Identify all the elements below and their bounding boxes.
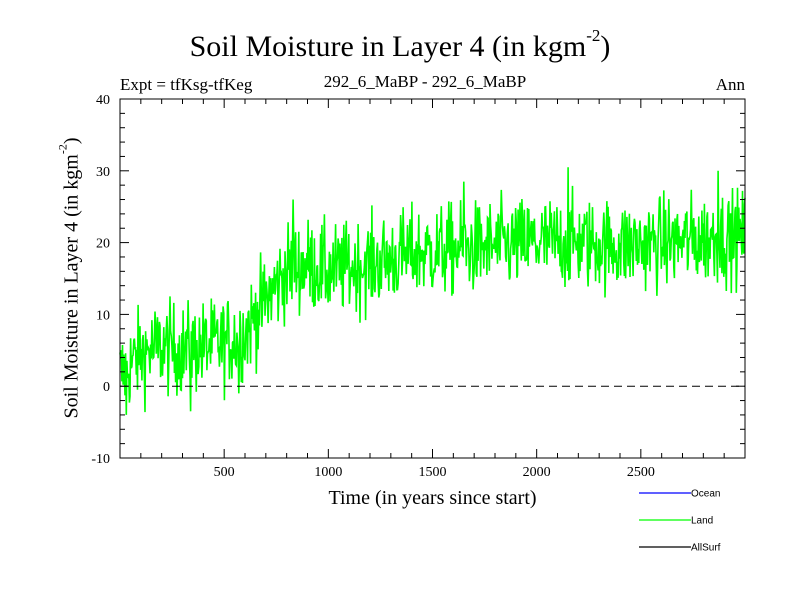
y-tick-label: 30 <box>96 165 110 180</box>
y-tick-label: 40 <box>96 93 110 108</box>
x-tick-label: 2000 <box>523 465 551 480</box>
land-series-line <box>119 167 746 415</box>
y-tick-label: -10 <box>91 452 110 467</box>
x-tick-label: 1000 <box>314 465 342 480</box>
x-tick-label: 1500 <box>419 465 447 480</box>
y-tick-label: 20 <box>96 237 110 252</box>
y-tick-label: 10 <box>96 308 110 323</box>
x-tick-label: 2500 <box>627 465 655 480</box>
run-label: 292_6_MaBP - 292_6_MaBP <box>323 72 527 91</box>
season-label: Ann <box>715 75 745 94</box>
x-tick-label: 500 <box>214 465 235 480</box>
legend-label-ocean: Ocean <box>691 489 720 500</box>
experiment-label: Expt = tfKsg-tfKeg <box>120 75 253 94</box>
x-axis-label: Time (in years since start) <box>328 487 537 509</box>
legend-label-land: Land <box>691 516 713 527</box>
chart-title: Soil Moisture in Layer 4 (in kgm-2) <box>189 26 611 63</box>
legend-label-allsurf: AllSurf <box>691 543 721 554</box>
y-tick-label: 0 <box>103 380 110 395</box>
